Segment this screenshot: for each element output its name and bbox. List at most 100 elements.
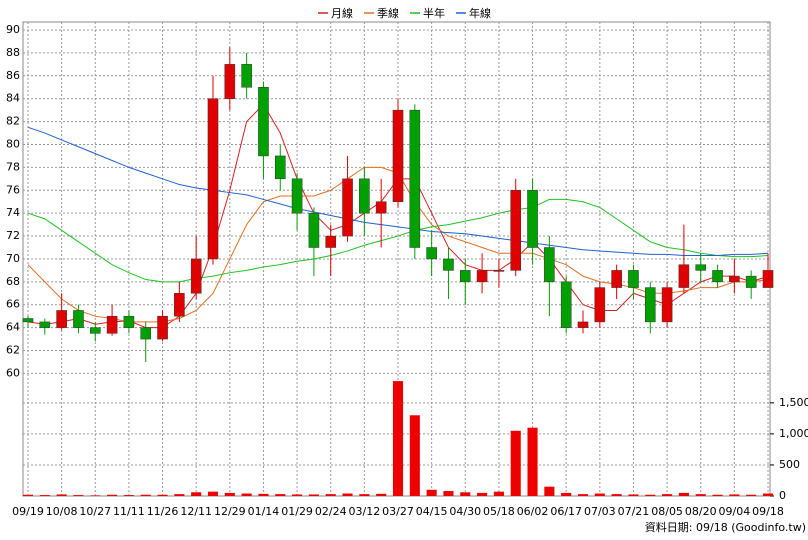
x-tick-label: 12/11 <box>180 505 212 518</box>
candle-body <box>224 64 236 99</box>
candle-body <box>459 270 471 283</box>
volume-bar <box>729 494 740 496</box>
volume-bar <box>477 492 488 496</box>
candle-body <box>207 98 219 260</box>
ma-line <box>27 126 769 257</box>
y-tick-label: 86 <box>6 69 20 82</box>
x-tick-label: 12/29 <box>214 505 246 518</box>
volume-bar <box>342 493 353 496</box>
x-tick-label: 08/05 <box>651 505 683 518</box>
candle-body <box>359 178 370 214</box>
x-tick-label: 05/18 <box>483 505 515 518</box>
volume-bar <box>594 493 605 496</box>
candle-body <box>89 327 101 334</box>
x-tick-label: 07/03 <box>584 505 616 518</box>
volume-bar <box>325 494 336 496</box>
ma-line <box>27 198 769 283</box>
candle-body <box>729 275 740 283</box>
x-tick-label: 01/14 <box>248 505 280 518</box>
candle-body <box>123 315 135 328</box>
x-tick-label: 09/18 <box>752 505 784 518</box>
candle-body <box>190 258 202 294</box>
volume-bar <box>628 494 639 496</box>
candle-body <box>544 247 555 283</box>
volume-bar <box>107 494 118 496</box>
volume-bar <box>241 493 252 496</box>
volume-bar <box>140 494 151 496</box>
volume-bar <box>510 430 521 496</box>
volume-tick-label: 0 <box>779 489 786 502</box>
x-tick-label: 03/27 <box>382 505 414 518</box>
volume-bar <box>611 494 622 496</box>
candle-body <box>157 315 168 340</box>
x-tick-label: 10/08 <box>46 505 78 518</box>
x-tick-label: 09/04 <box>719 505 751 518</box>
candle-body <box>644 287 656 323</box>
candle-body <box>577 321 589 328</box>
volume-tick-label: 1,500 <box>779 396 808 409</box>
candle-body <box>140 327 152 340</box>
volume-bar <box>90 495 101 496</box>
volume-bar <box>157 494 168 496</box>
volume-bar <box>275 494 286 496</box>
volume-bar <box>426 489 437 496</box>
volume-bar <box>544 486 555 496</box>
candle-body <box>661 287 673 323</box>
source-note: 資料日期: 09/18 (Goodinfo.tw) <box>645 520 806 534</box>
x-tick-label: 09/19 <box>12 505 44 518</box>
y-tick-label: 74 <box>6 206 20 219</box>
y-tick-label: 82 <box>6 115 20 128</box>
volume-bar <box>443 491 454 496</box>
candle-body <box>527 190 538 248</box>
candle-body <box>409 109 421 248</box>
candle-body <box>611 270 622 288</box>
x-tick-label: 07/21 <box>618 505 650 518</box>
volume-bar <box>73 495 84 496</box>
candle-body <box>762 270 774 288</box>
candle-body <box>325 235 337 248</box>
candle-body <box>106 315 118 334</box>
candle-body <box>308 212 320 248</box>
candle-body <box>174 293 185 317</box>
x-tick-label: 01/29 <box>281 505 313 518</box>
volume-bar <box>561 492 572 496</box>
y-tick-label: 64 <box>6 321 20 334</box>
x-tick-label: 02/24 <box>315 505 347 518</box>
volume-bar <box>258 493 269 496</box>
y-tick-label: 88 <box>6 46 20 59</box>
volume-bar <box>762 493 774 496</box>
y-tick-label: 70 <box>6 252 20 265</box>
legend-label: 半年 <box>423 6 445 20</box>
y-tick-label: 84 <box>6 92 20 105</box>
volume-bar <box>376 493 387 496</box>
candle-body <box>342 178 353 237</box>
candle-body <box>258 86 269 157</box>
x-tick-label: 04/15 <box>416 505 448 518</box>
volume-tick-label: 500 <box>779 458 800 471</box>
volume-bar <box>191 492 202 496</box>
volume-bar <box>409 415 420 496</box>
y-tick-label: 68 <box>6 275 20 288</box>
x-tick-label: 11/11 <box>113 505 145 518</box>
candle-body <box>274 155 286 180</box>
y-tick-label: 78 <box>6 160 20 173</box>
candle-body <box>56 310 67 328</box>
volume-bar <box>174 494 185 496</box>
candle-body <box>510 190 522 271</box>
candle-body <box>678 264 690 288</box>
candle-body <box>39 321 51 328</box>
legend-label: 月線 <box>331 6 353 20</box>
y-tick-label: 66 <box>6 298 20 311</box>
candle-body <box>745 275 757 288</box>
candle-body <box>375 201 387 214</box>
volume-bar <box>527 427 538 496</box>
y-tick-label: 76 <box>6 183 20 196</box>
y-tick-label: 80 <box>6 137 20 150</box>
y-tick-label: 60 <box>6 366 20 379</box>
volume-bar <box>645 494 656 496</box>
volume-bar <box>39 495 50 496</box>
y-tick-label: 90 <box>6 23 20 36</box>
y-tick-label: 62 <box>6 344 20 357</box>
x-tick-label: 04/30 <box>449 505 481 518</box>
volume-bar <box>292 494 303 496</box>
